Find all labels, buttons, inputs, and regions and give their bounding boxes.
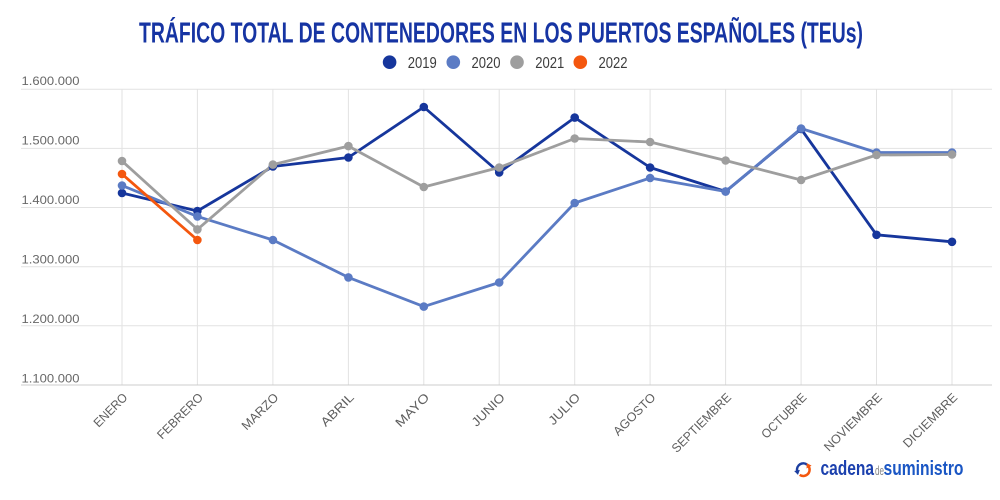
svg-text:2019: 2019 — [408, 55, 437, 72]
svg-text:suministro: suministro — [884, 457, 964, 480]
svg-text:2020: 2020 — [472, 55, 501, 72]
svg-text:2022: 2022 — [599, 55, 628, 72]
svg-text:de: de — [875, 464, 884, 478]
svg-text:2021: 2021 — [535, 55, 564, 72]
svg-text:1.500.000: 1.500.000 — [22, 134, 80, 148]
svg-text:1.100.000: 1.100.000 — [22, 371, 80, 385]
svg-text:1.600.000: 1.600.000 — [22, 74, 80, 88]
svg-text:TRÁFICO TOTAL DE CONTENEDORES: TRÁFICO TOTAL DE CONTENEDORES EN LOS PUE… — [139, 16, 863, 50]
svg-text:cadena: cadena — [821, 457, 875, 480]
svg-text:1.300.000: 1.300.000 — [22, 252, 80, 266]
svg-text:1.400.000: 1.400.000 — [22, 193, 80, 207]
svg-text:1.200.000: 1.200.000 — [22, 312, 80, 326]
